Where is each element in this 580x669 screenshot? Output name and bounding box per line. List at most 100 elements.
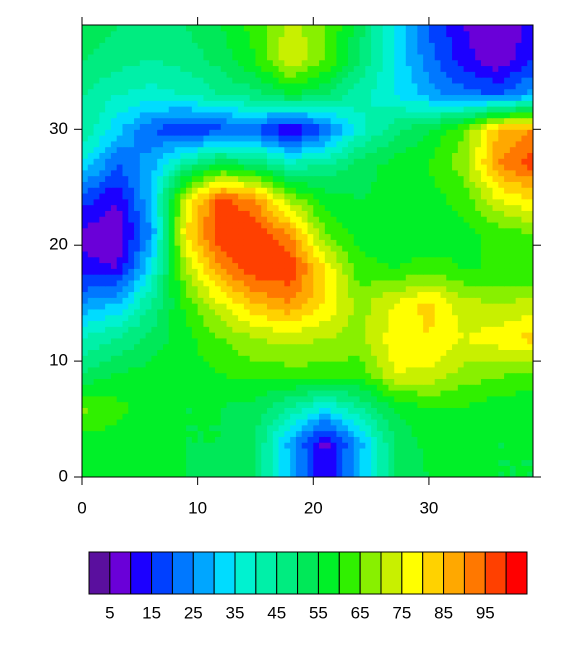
- contour-cell: [301, 140, 308, 148]
- contour-cell: [376, 430, 384, 437]
- contour-cell: [527, 158, 534, 165]
- contour-cell: [249, 198, 256, 206]
- contour-cell: [272, 135, 280, 142]
- contour-cell: [203, 372, 210, 379]
- contour-cell: [307, 366, 314, 374]
- contour-cell: [116, 233, 123, 240]
- contour-cell: [446, 227, 453, 235]
- contour-cell: [423, 222, 430, 229]
- contour-cell: [272, 193, 280, 200]
- contour-cell: [319, 233, 326, 240]
- contour-cell: [272, 146, 280, 153]
- contour-cell: [388, 135, 395, 142]
- contour-cell: [480, 436, 488, 443]
- contour-cell: [116, 279, 123, 287]
- contour-cell: [307, 413, 314, 420]
- contour-cell: [139, 251, 147, 258]
- contour-cell: [255, 303, 262, 310]
- contour-cell: [376, 152, 384, 159]
- contour-cell: [521, 279, 528, 287]
- contour-cell: [330, 158, 337, 165]
- contour-cell: [295, 268, 303, 275]
- contour-cell: [105, 366, 112, 374]
- contour-cell: [504, 355, 511, 362]
- contour-cell: [180, 413, 187, 420]
- contour-cell: [82, 216, 89, 223]
- contour-cell: [284, 390, 291, 397]
- contour-cell: [261, 256, 268, 264]
- contour-cell: [469, 198, 476, 206]
- contour-cell: [145, 448, 152, 455]
- contour-cell: [295, 152, 303, 159]
- contour-cell: [469, 193, 476, 200]
- contour-cell: [226, 448, 233, 455]
- contour-cell: [452, 337, 459, 345]
- contour-cell: [400, 279, 407, 287]
- contour-cell: [480, 453, 488, 461]
- contour-cell: [162, 256, 170, 264]
- contour-cell: [243, 135, 251, 142]
- contour-cell: [139, 320, 147, 327]
- contour-cell: [191, 320, 199, 327]
- contour-cell: [411, 349, 418, 356]
- contour-cell: [463, 204, 470, 211]
- contour-cell: [475, 169, 482, 177]
- contour-cell: [342, 337, 349, 345]
- contour-cell: [238, 390, 245, 397]
- contour-cell: [232, 314, 239, 322]
- contour-cell: [440, 326, 447, 333]
- contour-cell: [209, 326, 216, 333]
- contour-cell: [336, 291, 343, 298]
- contour-cell: [365, 361, 372, 368]
- contour-cell: [324, 262, 332, 269]
- contour-cell: [359, 430, 366, 437]
- contour-cell: [168, 106, 176, 113]
- contour-cell: [313, 123, 320, 130]
- contour-cell: [174, 314, 181, 322]
- contour-cell: [486, 471, 494, 478]
- contour-cell: [267, 465, 274, 472]
- contour-cell: [186, 297, 193, 304]
- contour-cell: [191, 169, 199, 177]
- contour-cell: [509, 453, 517, 461]
- contour-cell: [330, 430, 337, 437]
- contour-cell: [87, 343, 95, 351]
- contour-cell: [411, 256, 418, 264]
- contour-cell: [411, 239, 418, 246]
- contour-cell: [99, 448, 106, 455]
- contour-cell: [139, 100, 147, 107]
- contour-cell: [319, 448, 326, 455]
- contour-cell: [128, 100, 135, 107]
- contour-cell: [203, 378, 210, 385]
- contour-cell: [214, 204, 222, 211]
- contour-cell: [452, 140, 459, 148]
- contour-cell: [209, 291, 216, 298]
- contour-cell: [122, 117, 129, 125]
- contour-cell: [527, 193, 534, 200]
- contour-cell: [151, 106, 158, 113]
- contour-cell: [480, 355, 488, 362]
- contour-cell: [134, 401, 141, 408]
- contour-cell: [243, 239, 251, 246]
- contour-cell: [220, 320, 228, 327]
- contour-cell: [157, 129, 164, 136]
- contour-cell: [238, 187, 245, 194]
- contour-cell: [434, 140, 441, 148]
- contour-cell: [272, 378, 280, 385]
- contour-cell: [319, 297, 326, 304]
- contour-cell: [446, 378, 453, 385]
- contour-cell: [313, 169, 320, 177]
- contour-cell: [93, 436, 100, 443]
- contour-cell: [452, 198, 459, 206]
- contour-cell: [301, 233, 308, 240]
- contour-cell: [527, 187, 534, 194]
- contour-cell: [347, 390, 355, 397]
- contour-cell: [324, 146, 332, 153]
- contour-cell: [82, 442, 89, 449]
- contour-cell: [521, 262, 528, 269]
- contour-cell: [463, 256, 470, 264]
- contour-cell: [428, 274, 436, 281]
- contour-cell: [162, 210, 170, 217]
- contour-cell: [261, 320, 268, 327]
- contour-cell: [267, 164, 274, 171]
